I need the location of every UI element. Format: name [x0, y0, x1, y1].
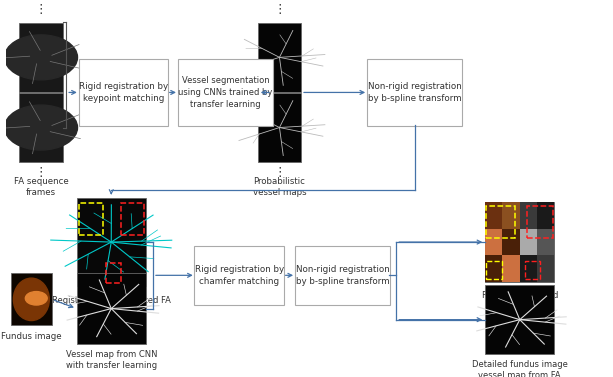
Text: Vessel map from CNN
with transfer learning: Vessel map from CNN with transfer learni… — [66, 350, 157, 370]
Text: ⋮: ⋮ — [273, 3, 286, 15]
Text: ⋮: ⋮ — [35, 166, 47, 179]
Bar — [20, 93, 63, 162]
Ellipse shape — [13, 278, 49, 320]
Bar — [487, 261, 501, 279]
Text: Detailed fundus image
vessel map from FA: Detailed fundus image vessel map from FA — [472, 360, 568, 377]
Bar — [485, 202, 554, 282]
Bar — [525, 261, 541, 279]
Bar — [485, 229, 503, 255]
Bar — [485, 285, 554, 354]
Bar — [537, 202, 554, 229]
Bar — [485, 255, 503, 282]
Bar — [503, 202, 520, 229]
Bar — [258, 23, 301, 92]
Circle shape — [4, 35, 77, 80]
Text: Non-rigid registration
by b-spline transform: Non-rigid registration by b-spline trans… — [295, 265, 389, 286]
Text: Registered + aggregated FA
vessel map: Registered + aggregated FA vessel map — [52, 296, 170, 315]
Bar — [258, 93, 301, 162]
Bar — [121, 203, 145, 235]
Text: ⋮: ⋮ — [35, 3, 47, 15]
Bar — [11, 273, 51, 325]
Bar — [520, 255, 537, 282]
Text: FA sequence
frames: FA sequence frames — [13, 178, 68, 197]
Bar — [105, 264, 121, 283]
FancyBboxPatch shape — [178, 59, 273, 126]
Bar — [77, 198, 146, 287]
Circle shape — [4, 105, 77, 150]
Bar — [520, 229, 537, 255]
Bar — [503, 255, 520, 282]
Text: Registered FA and
fundus image: Registered FA and fundus image — [482, 291, 558, 310]
Bar — [77, 273, 146, 344]
Bar — [520, 202, 537, 229]
Text: Non-rigid registration
by b-spline transform: Non-rigid registration by b-spline trans… — [368, 82, 462, 103]
FancyBboxPatch shape — [78, 59, 168, 126]
Bar — [20, 23, 63, 92]
Text: Rigid registration by
keypoint matching: Rigid registration by keypoint matching — [78, 82, 168, 103]
Bar — [485, 202, 503, 229]
Text: Rigid registration by
chamfer matching: Rigid registration by chamfer matching — [195, 265, 284, 286]
FancyBboxPatch shape — [295, 246, 390, 305]
Text: Fundus image: Fundus image — [1, 332, 62, 341]
Text: Vessel segmentation
using CNNs trained by
transfer learning: Vessel segmentation using CNNs trained b… — [178, 76, 273, 109]
Bar — [527, 206, 553, 238]
Bar — [537, 229, 554, 255]
FancyBboxPatch shape — [194, 246, 284, 305]
Text: Probabilistic
vessel maps: Probabilistic vessel maps — [253, 178, 306, 197]
Bar — [78, 203, 104, 235]
Bar — [537, 255, 554, 282]
FancyBboxPatch shape — [367, 59, 462, 126]
Bar — [487, 206, 516, 238]
Circle shape — [25, 291, 47, 305]
Bar — [503, 229, 520, 255]
Text: ⋮: ⋮ — [273, 166, 286, 179]
